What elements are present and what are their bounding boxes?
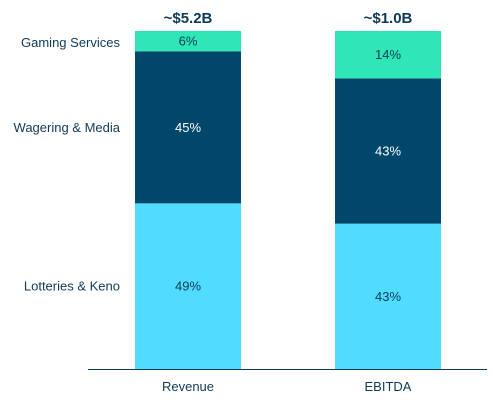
bar-ebitda-lotteries-and-keno — [335, 223, 441, 369]
total-label-revenue: ~$5.2B — [164, 10, 213, 27]
legend-item-lotteries-and-keno: Lotteries & Keno — [24, 279, 120, 294]
bar-ebitda-gaming-services — [335, 31, 441, 79]
bar-revenue-lotteries-and-keno — [135, 203, 241, 369]
legend-group: Lotteries & Keno Wagering & Media Gaming S… — [14, 35, 121, 294]
legend-item-wagering-and-media: Wagering & Media — [14, 120, 121, 135]
bar-ebitda-wagering-and-media — [335, 78, 441, 224]
x-tick-label-ebitda: EBITDA — [365, 379, 412, 394]
segment-label-revenue-wagering-and-media: 45% — [175, 120, 201, 135]
bar-revenue-gaming-services — [135, 31, 241, 52]
segment-label-revenue-gaming-services: 6% — [179, 34, 198, 49]
x-tick-labels-group: Revenue EBITDA — [162, 379, 412, 394]
segment-label-revenue-lotteries-and-keno: 49% — [175, 279, 201, 294]
total-label-ebitda: ~$1.0B — [364, 10, 413, 27]
segment-label-ebitda-gaming-services: 14% — [375, 47, 401, 62]
bar-revenue-wagering-and-media — [135, 51, 241, 204]
bars-group — [135, 31, 441, 369]
segment-label-ebitda-lotteries-and-keno: 43% — [375, 289, 401, 304]
segment-labels-group: 49% 45% 6% 43% 43% 14% — [175, 34, 401, 304]
segment-label-ebitda-wagering-and-media: 43% — [375, 143, 401, 158]
x-tick-label-revenue: Revenue — [162, 379, 214, 394]
totals-group: ~$5.2B ~$1.0B — [164, 10, 413, 27]
legend-item-gaming-services: Gaming Services — [21, 35, 120, 50]
